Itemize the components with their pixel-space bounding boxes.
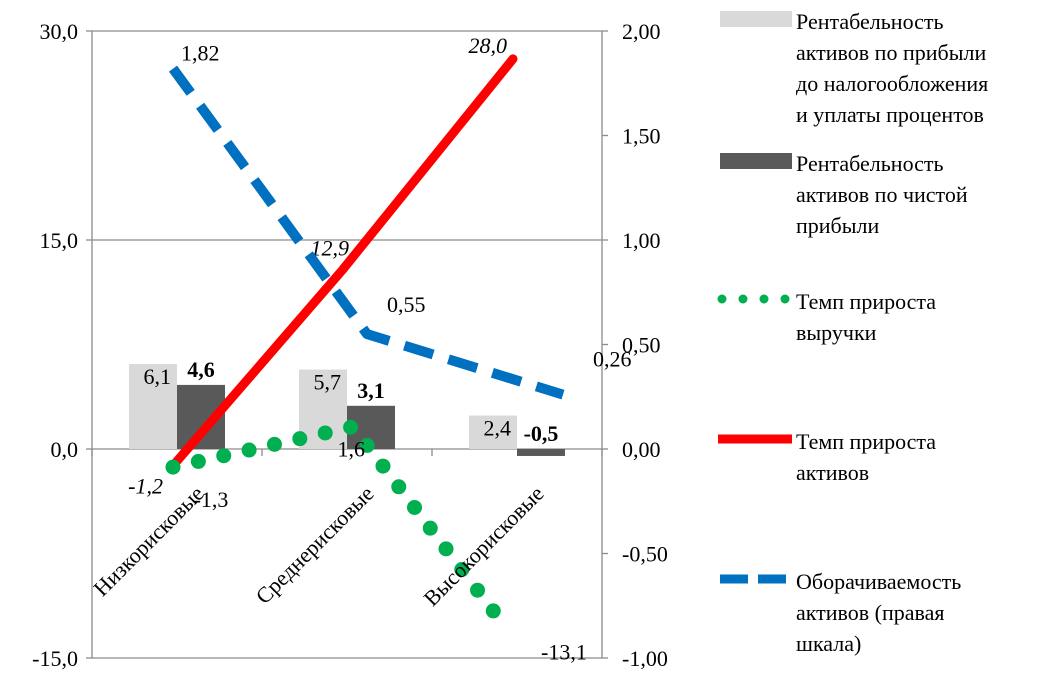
legend-line: и уплаты процентов — [796, 102, 984, 127]
legend-label: Рентабельность активов по чистой прибыли — [796, 148, 1044, 241]
legend-line: активов по чистой — [796, 182, 968, 207]
legend-line: прибыли — [796, 213, 880, 238]
legend-line: Рентабельность — [796, 151, 944, 176]
category-label: Низкорисковые — [88, 481, 208, 601]
right-tick-label: 0,50 — [622, 333, 661, 358]
legend-label: Оборачиваемость активов (правая шкала) — [796, 566, 1044, 659]
legend-line: активов по прибыли — [796, 40, 987, 65]
right-tick-label: 1,50 — [622, 124, 661, 149]
line-label-asset-growth: 28,0 — [469, 33, 508, 58]
line-label-asset-turnover: 1,82 — [181, 41, 220, 66]
left-tick-label: 15,0 — [40, 228, 79, 253]
legend-line: активов (правая — [796, 600, 945, 625]
category-label: Среднерисковые — [251, 481, 379, 609]
legend-line: Темп прироста — [796, 289, 937, 314]
legend-line: Оборачиваемость — [796, 569, 962, 594]
legend-swatch-light-bar — [720, 11, 792, 27]
bar-label-ebit-roa: 2,4 — [484, 416, 512, 441]
line-label-asset-turnover: 0,26 — [593, 347, 632, 372]
legend-line: активов — [796, 460, 870, 485]
legend-label: Рентабельность активов по прибыли до нал… — [796, 6, 1044, 130]
line-label-asset-growth: -1,2 — [128, 474, 163, 499]
bar-label-net-roa: 3,1 — [357, 378, 385, 403]
line-label-revenue-growth: -1,3 — [194, 487, 229, 512]
right-tick-label: -1,00 — [622, 646, 668, 671]
right-tick-label: 1,00 — [622, 228, 661, 253]
legend-line: выручки — [796, 320, 877, 345]
left-tick-label: 30,0 — [40, 19, 79, 44]
line-asset-turnover — [168, 65, 565, 400]
bar-net-roa — [517, 449, 565, 456]
legend-swatch-blue-dashed-line — [720, 574, 792, 584]
line-label-revenue-growth: -13,1 — [541, 640, 587, 665]
legend-label: Темп прироста активов — [796, 426, 1044, 488]
legend-label: Темп прироста выручки — [796, 286, 1044, 348]
right-tick-label: 0,00 — [622, 437, 661, 462]
left-tick-label: -15,0 — [32, 646, 78, 671]
legend-swatch-green-dotted-line — [717, 294, 794, 304]
legend-line: Рентабельность — [796, 9, 944, 34]
line-label-revenue-growth: 1,6 — [338, 437, 366, 462]
line-asset-growth — [168, 54, 518, 471]
chart-plot: 30,0 15,0 0,0 -15,0 2,00 1,50 1,00 0,50 0,00 -0,5… — [32, 19, 668, 671]
legend-swatch-red-solid-line — [718, 434, 792, 444]
legend-line: Темп прироста — [796, 429, 937, 454]
legend-line: до налогообложения — [796, 71, 989, 96]
bar-label-ebit-roa: 6,1 — [144, 364, 172, 389]
bar-label-ebit-roa: 5,7 — [314, 370, 342, 395]
bar-ebit-roa — [469, 415, 517, 449]
line-label-asset-turnover: 0,55 — [387, 292, 426, 317]
bar-ebit-roa — [129, 364, 177, 449]
right-tick-label: -0,50 — [622, 542, 668, 567]
right-tick-label: 2,00 — [622, 19, 661, 44]
legend-swatch-dark-bar — [720, 153, 792, 169]
bar-label-net-roa: 4,6 — [187, 357, 215, 382]
line-label-asset-growth: 12,9 — [311, 235, 350, 260]
line-revenue-growth — [165, 419, 517, 640]
left-tick-label: 0,0 — [51, 437, 79, 462]
legend-line: шкала) — [796, 631, 862, 656]
bar-label-net-roa: -0,5 — [524, 421, 559, 446]
